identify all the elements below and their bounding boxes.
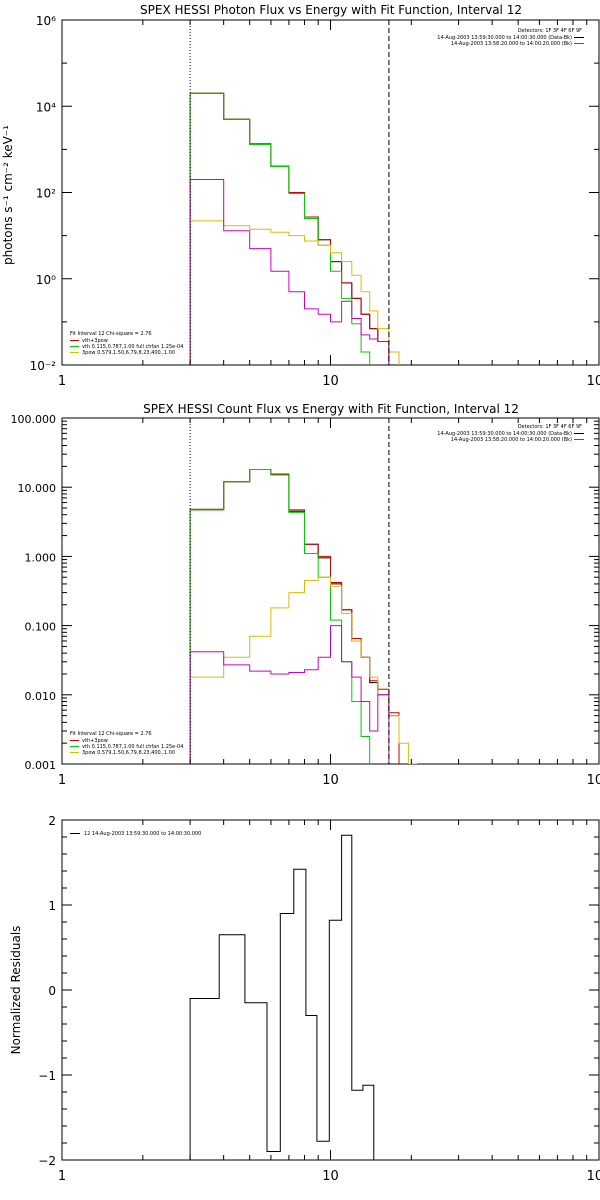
- panel1-series-layer: [189, 92, 400, 365]
- panel2-legend-3pow: 3pow 0.579,1.50,6.79,8.23,400.,1.00: [82, 750, 175, 756]
- panel1-interval-data-label: 14-Aug-2003 13:59:30.000 to 14:00:30.000…: [437, 35, 572, 41]
- y-tick-label: 10⁴: [36, 100, 56, 114]
- count-flux-panel: SPEX HESSI Count Flux vs Energy with Fit…: [11, 402, 600, 788]
- panel2-fit-header: Fit Interval 12 Chi-square = 2.76: [70, 731, 152, 737]
- y-tick-label: 2: [48, 814, 56, 828]
- series-vth-3pow-line: [189, 469, 400, 764]
- y-tick-label: 0.010: [25, 690, 57, 703]
- panel2-legend-total: vth+3pow: [82, 738, 108, 744]
- panel1-vline-layer: [189, 20, 390, 365]
- series-data-bk-line: [189, 92, 390, 365]
- x-tick-label: 10: [322, 374, 339, 389]
- panel1-axes-frame: [61, 19, 600, 366]
- series-residuals-line: [189, 834, 375, 1160]
- series-vth-line: [189, 469, 371, 764]
- panel3-y-axis-label: Normalized Residuals: [9, 926, 23, 1055]
- x-tick-label: 1: [58, 1169, 66, 1184]
- y-tick-label: 1: [48, 899, 56, 913]
- x-tick-label: 100: [587, 773, 600, 788]
- panel1-tick-layer: 1 10 100 10⁻² 10⁰ 10² 10⁴ 10⁶: [30, 14, 600, 389]
- y-tick-label: 10⁻²: [30, 359, 57, 373]
- y-tick-label: 10²: [36, 187, 56, 201]
- series-3pow-line: [189, 220, 400, 365]
- panel1-legend-vth: vth 0.115,0.787,1.00 full chfan 1.25e-04: [82, 344, 183, 350]
- series-3pow-line: [189, 576, 418, 764]
- panel1-legend-3pow: 3pow 0.579,1.50,6.79,8.23,400.,1.00: [82, 350, 175, 356]
- y-tick-label: 0: [48, 984, 56, 998]
- panel2-interval-data-label: 14-Aug-2003 13:59:30.000 to 14:00:30.000…: [437, 431, 572, 437]
- x-tick-label: 1: [58, 773, 66, 788]
- panel2-series-layer: [189, 469, 418, 764]
- panel1-legend-total: vth+3pow: [82, 338, 108, 344]
- y-tick-label: 10.000: [18, 482, 57, 495]
- panel2-tick-layer: 1 10 100 0.001 0.010 0.100 1.000 10.000 100.000: [11, 413, 600, 788]
- panel2-title: SPEX HESSI Count Flux vs Energy with Fit…: [143, 402, 519, 416]
- y-tick-label: −2: [38, 1154, 56, 1168]
- series-data-bk-line: [189, 469, 400, 764]
- y-tick-label: 1.000: [25, 551, 57, 564]
- x-tick-label: 10: [322, 1169, 339, 1184]
- series-bk-line: [189, 179, 390, 365]
- series-vth-3pow-line: [189, 92, 390, 365]
- panel1-y-axis-label: photons s⁻¹ cm⁻² keV⁻¹: [1, 125, 15, 265]
- residuals-panel: 1 10 100 −2 −1 0 1 2 Normalized Residuals 12 14…: [9, 814, 600, 1184]
- x-tick-label: 1: [58, 374, 66, 389]
- series-bk-line: [189, 625, 390, 764]
- panel3-series-layer: [189, 834, 375, 1160]
- y-tick-label: 10⁶: [36, 14, 56, 28]
- y-tick-label: 0.001: [25, 759, 57, 772]
- y-tick-label: −1: [38, 1069, 56, 1083]
- panel2-detectors-label: Detectors: 1F 3F 4F 6F 9F: [518, 424, 582, 430]
- x-tick-label: 100: [587, 374, 600, 389]
- x-tick-label: 10: [322, 773, 339, 788]
- panel3-axes-frame: [61, 819, 600, 1161]
- photon-flux-panel: SPEX HESSI Photon Flux vs Energy with Fi…: [1, 3, 600, 389]
- panel1-interval-bk-label: 14-Aug-2003 13:58:20.000 to 14:00:20.000…: [451, 41, 572, 47]
- panel3-legend-label: 12 14-Aug-2003 13:59:30.000 to 14:00:30.…: [84, 831, 201, 837]
- panel2-legend-vth: vth 0.115,0.787,1.00 full chfan 1.25e-04: [82, 744, 183, 750]
- panel2-interval-bk-label: 14-Aug-2003 13:58:20.000 to 14:00:20.000…: [451, 437, 572, 443]
- y-tick-label: 100.000: [11, 413, 57, 426]
- y-tick-label: 0.100: [25, 621, 57, 634]
- panel1-detectors-label: Detectors: 1F 3F 4F 6F 9F: [518, 28, 582, 34]
- x-tick-label: 100: [587, 1169, 600, 1184]
- panel3-tick-layer: 1 10 100 −2 −1 0 1 2: [38, 814, 600, 1184]
- panel1-fit-header: Fit Interval 12 Chi-square = 2.76: [70, 331, 152, 337]
- panel1-title: SPEX HESSI Photon Flux vs Energy with Fi…: [140, 3, 522, 17]
- series-vth-line: [189, 92, 371, 365]
- y-tick-label: 10⁰: [36, 273, 56, 287]
- panel2-vline-layer: [189, 418, 390, 764]
